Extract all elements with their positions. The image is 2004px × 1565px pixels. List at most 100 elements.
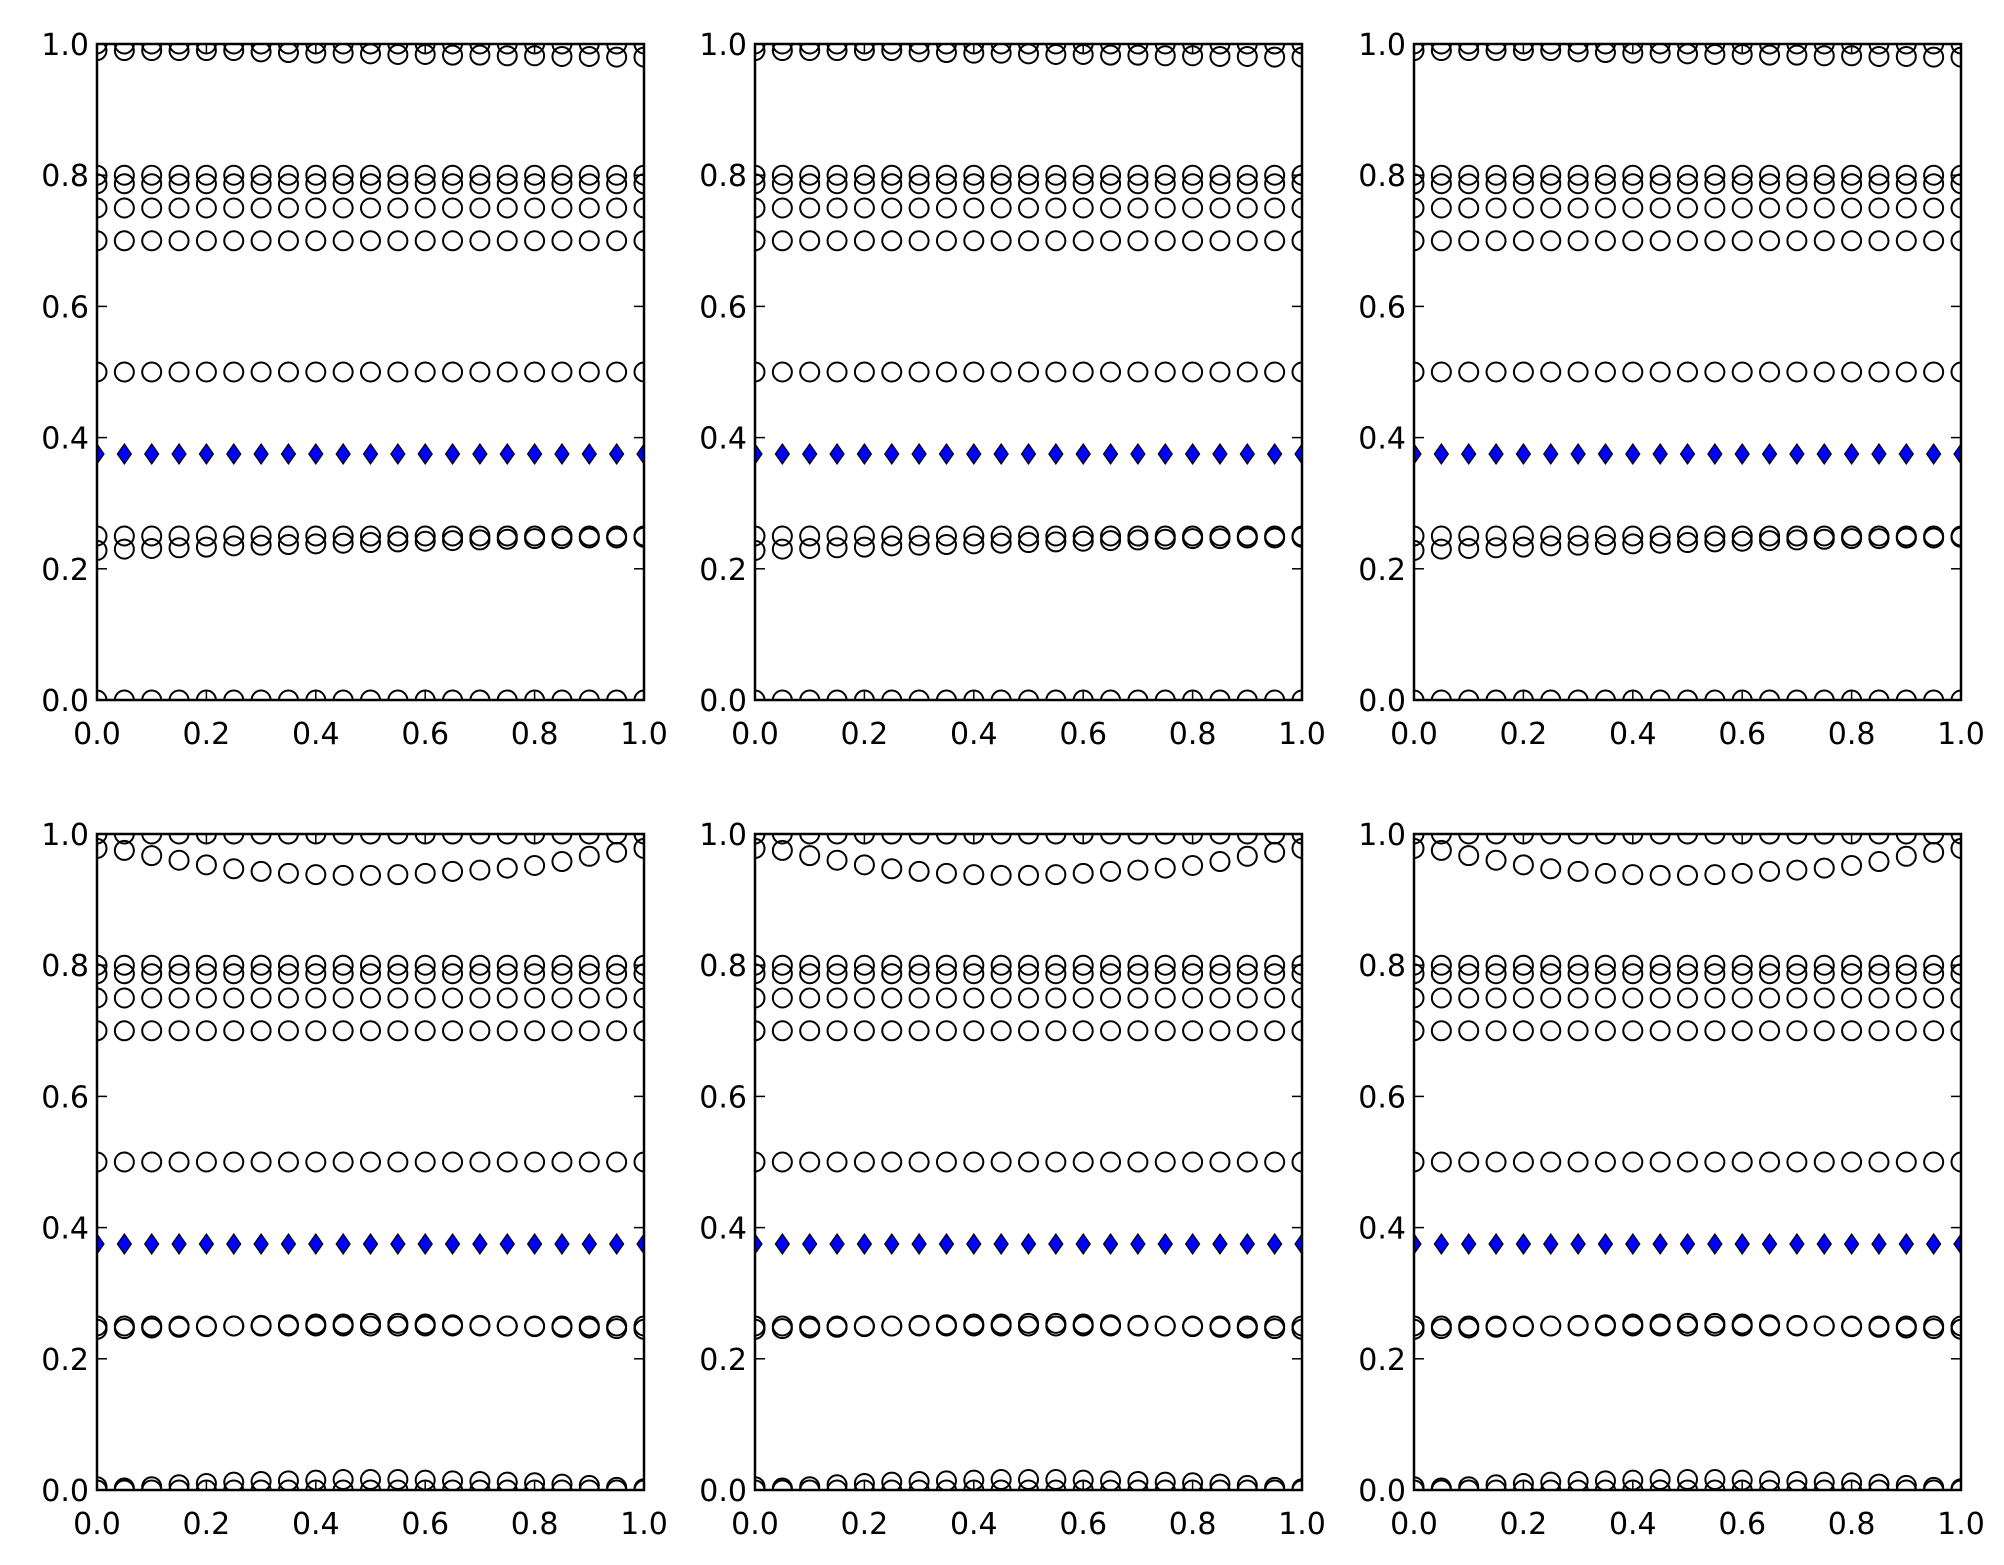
circle-marker	[633, 361, 644, 383]
circle-marker	[1045, 1020, 1067, 1042]
diamond-marker	[390, 1232, 406, 1256]
circle-marker	[1786, 164, 1808, 186]
circle-marker	[963, 361, 985, 383]
circle-marker	[1868, 528, 1890, 550]
circle-marker	[1759, 164, 1781, 186]
circle-marker	[168, 44, 190, 62]
circle-marker	[963, 44, 985, 64]
circle-marker	[1731, 1313, 1753, 1335]
circle-marker	[935, 164, 957, 186]
circle-marker	[1540, 525, 1562, 547]
circle-marker	[1512, 525, 1534, 547]
circle-marker	[387, 164, 409, 186]
circle-marker	[1786, 1151, 1808, 1173]
circle-marker	[963, 1313, 985, 1335]
circle-marker	[1458, 173, 1480, 195]
circle-marker	[277, 987, 299, 1009]
circle-marker	[1430, 44, 1452, 55]
circle-marker	[113, 954, 135, 976]
circle-marker	[551, 1316, 573, 1338]
circle-marker	[387, 987, 409, 1009]
diamond-marker	[1953, 1232, 1961, 1256]
x-tick-label: 1.0	[1278, 1507, 1326, 1542]
circle-marker	[1704, 689, 1726, 700]
circle-marker	[1677, 164, 1698, 186]
plot-area	[97, 44, 644, 700]
circle-marker	[551, 987, 573, 1009]
circle-marker	[1923, 361, 1945, 383]
circle-marker	[1209, 987, 1231, 1009]
circle-marker	[853, 44, 875, 62]
circle-marker	[1512, 987, 1534, 1009]
diamond-marker	[581, 1232, 598, 1256]
circle-marker	[1458, 954, 1480, 976]
circle-marker	[1182, 963, 1204, 985]
series-1	[755, 44, 1302, 68]
circle-marker	[1594, 1151, 1616, 1173]
circle-marker	[305, 361, 327, 383]
circle-marker	[442, 230, 464, 252]
circle-marker	[496, 987, 518, 1009]
y-tick-label: 0.0	[41, 1474, 89, 1509]
circle-marker	[1567, 1479, 1589, 1490]
diamond-marker	[911, 442, 927, 466]
circle-marker	[195, 1472, 217, 1490]
circle-marker	[387, 1312, 409, 1334]
circle-marker	[250, 1479, 272, 1490]
circle-marker	[1264, 1151, 1286, 1173]
circle-marker	[881, 164, 903, 186]
circle-marker	[113, 1477, 135, 1490]
circle-marker	[97, 837, 108, 859]
circle-marker	[1512, 954, 1534, 976]
circle-marker	[606, 1151, 628, 1173]
circle-marker	[1649, 44, 1671, 55]
circle-marker	[195, 954, 217, 976]
circle-marker	[1127, 834, 1149, 845]
circle-marker	[250, 361, 272, 383]
circle-marker	[963, 197, 985, 219]
circle-marker	[1236, 689, 1258, 700]
circle-marker	[853, 1020, 875, 1042]
diamond-marker	[1871, 442, 1887, 466]
circle-marker	[1567, 230, 1589, 252]
circle-marker	[1018, 532, 1039, 554]
circle-marker	[277, 1314, 299, 1336]
circle-marker	[1458, 197, 1480, 219]
circle-marker	[1622, 533, 1644, 555]
circle-marker	[1923, 1020, 1945, 1042]
circle-marker	[771, 361, 793, 383]
circle-marker	[1868, 963, 1890, 985]
circle-marker	[1813, 987, 1835, 1009]
circle-marker	[881, 1315, 903, 1337]
circle-marker	[1045, 834, 1067, 845]
circle-marker	[771, 197, 793, 219]
circle-marker	[799, 987, 821, 1009]
x-tick-label: 0.6	[1059, 1507, 1107, 1542]
circle-marker	[1045, 987, 1067, 1009]
circle-marker	[1264, 527, 1286, 549]
circle-marker	[496, 1020, 518, 1042]
circle-marker	[799, 525, 821, 547]
circle-marker	[881, 1479, 903, 1490]
circle-marker	[1594, 164, 1616, 186]
circle-marker	[578, 164, 600, 186]
circle-marker	[1018, 987, 1039, 1009]
circle-marker	[223, 834, 245, 845]
circle-marker	[141, 1151, 163, 1173]
circle-marker	[551, 528, 573, 550]
circle-marker	[469, 361, 491, 383]
plot-area	[97, 834, 644, 1490]
circle-marker	[1209, 44, 1231, 55]
circle-marker	[141, 1476, 163, 1490]
y-tick-label: 0.0	[1358, 684, 1406, 719]
circle-marker	[1786, 1020, 1808, 1042]
subplot-bottom-right: 0.0 0.2 0.4 0.6 0.8 1.0 0.0 0.2 0.4 0.6 0.8 1.0	[1358, 818, 1985, 1542]
circle-marker	[168, 525, 190, 547]
diamond-marker	[1020, 1232, 1037, 1256]
circle-marker	[1841, 963, 1863, 985]
circle-marker	[935, 834, 957, 845]
circle-marker	[1622, 864, 1644, 886]
circle-marker	[1127, 1151, 1149, 1173]
circle-marker	[1485, 1479, 1507, 1490]
circle-marker	[1485, 1474, 1507, 1490]
